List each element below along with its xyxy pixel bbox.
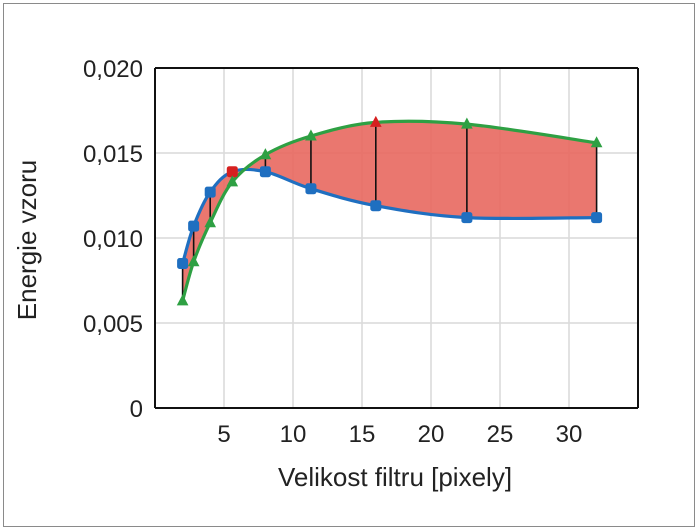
tick-labels: 5 10 15 20 25 30 0 0,005 0,010 0,015 0,020: [83, 56, 582, 448]
x-tick-label: 15: [349, 421, 376, 448]
data-point-blue: [259, 166, 271, 178]
data-point-blue: [177, 258, 189, 269]
x-tick-label: 30: [556, 421, 583, 448]
data-point-blue: [188, 220, 200, 232]
chart-frame: [3, 3, 695, 527]
x-axis-label: Velikost filtru [pixely]: [278, 462, 512, 492]
x-tick-label: 25: [487, 421, 514, 448]
data-point-blue: [226, 166, 238, 178]
y-tick-label: 0,010: [83, 226, 143, 253]
data-point-blue: [370, 200, 382, 212]
data-point-green: [259, 148, 272, 160]
data-point-green: [305, 129, 317, 141]
data-point-green: [369, 115, 382, 127]
data-point-blue: [204, 186, 216, 198]
fill-between-area: [182, 121, 597, 301]
data-point-green: [176, 294, 189, 306]
y-tick-label: 0,005: [83, 311, 143, 338]
y-tick-label: 0: [130, 396, 143, 423]
data-point-green: [187, 255, 200, 267]
grid: [155, 67, 638, 408]
data-point-blue: [461, 212, 473, 224]
fill-between: [182, 121, 597, 301]
axes: [154, 67, 639, 409]
y-axis-label: Energie vzoru: [12, 160, 42, 320]
y-tick-label: 0,020: [83, 56, 143, 83]
data-point-blue: [591, 212, 603, 224]
y-tick-label: 0,015: [83, 141, 143, 168]
data-point-green: [226, 175, 239, 187]
x-tick-label: 10: [280, 421, 307, 448]
data-point-green: [461, 117, 473, 129]
x-tick-label: 5: [217, 421, 230, 448]
data-point-green: [204, 216, 217, 228]
data-point-blue: [305, 183, 317, 195]
data-point-green: [590, 136, 603, 148]
x-tick-label: 20: [418, 421, 445, 448]
series-points: [176, 115, 603, 306]
